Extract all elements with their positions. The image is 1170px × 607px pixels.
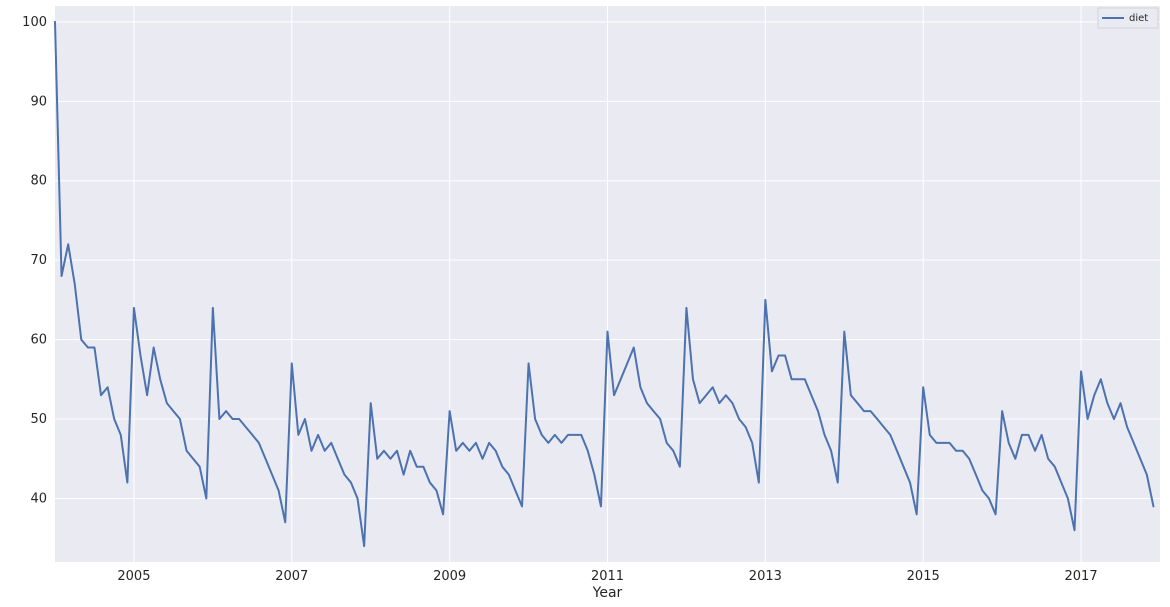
x-tick-label: 2009 [433,569,466,584]
x-tick-label: 2011 [591,569,624,584]
y-tick-label: 70 [30,253,47,268]
y-tick-label: 80 [30,174,47,189]
y-tick-label: 50 [30,412,47,427]
y-tick-label: 90 [30,94,47,109]
x-tick-label: 2005 [117,569,150,584]
y-tick-label: 100 [22,15,47,30]
y-tick-label: 40 [30,491,47,506]
y-tick-label: 60 [30,333,47,348]
legend: diet [1098,8,1158,28]
x-axis-label: Year [592,585,623,601]
x-tick-label: 2007 [275,569,308,584]
x-tick-label: 2017 [1065,569,1098,584]
x-tick-label: 2013 [749,569,782,584]
legend-label: diet [1129,13,1148,24]
x-tick-label: 2015 [907,569,940,584]
chart-container: 2005 2007 2009 2011 2013 2015 2017 40 50 60 70 80 90… [0,0,1170,607]
line-chart: 2005 2007 2009 2011 2013 2015 2017 40 50 60 70 80 90… [0,0,1170,607]
